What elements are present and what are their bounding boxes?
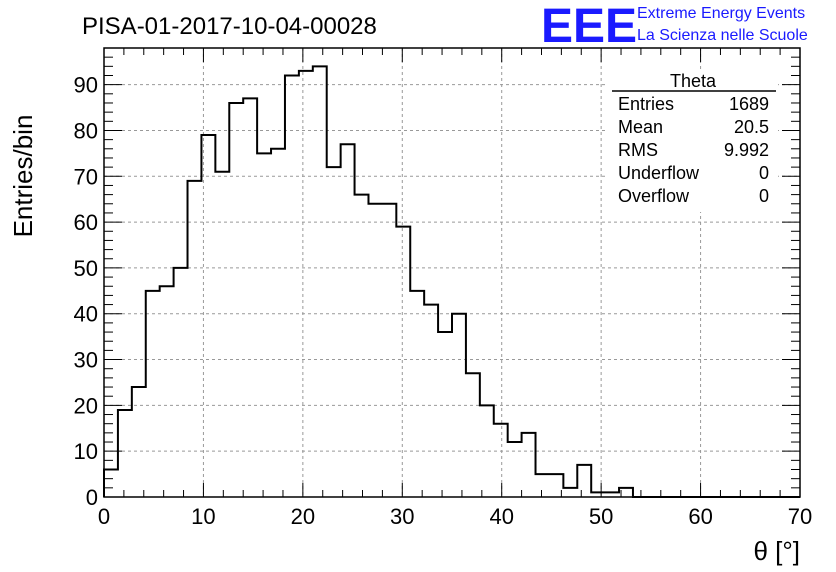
stats-row: Underflow 0 [618,163,769,183]
histogram-bin [368,204,382,497]
histogram-bin [257,153,271,497]
histogram-bin [104,470,118,497]
histogram-bin [229,103,243,497]
x-tick-label: 70 [788,504,812,529]
stats-row-label: Entries [618,94,674,114]
y-tick-label: 10 [74,439,98,464]
stats-row-value: 9.992 [724,140,769,160]
stats-row-label: RMS [618,140,658,160]
histogram-bin [243,98,257,497]
stats-row: Overflow 0 [618,186,769,206]
histogram-bin [382,204,396,497]
histogram-bin [355,195,369,497]
y-tick-label: 50 [74,256,98,281]
histogram-bin [188,181,202,497]
y-tick-labels: 0 10 20 30 40 50 60 70 80 90 [74,73,98,510]
histogram-bin [160,286,174,497]
eee-logo-line1: Extreme Energy Events [637,5,805,22]
histogram-bin [410,291,424,497]
stats-row-label: Mean [618,117,663,137]
eee-logo: EEE Extreme Energy Events La Scienza nel… [541,0,808,53]
axis-ticks [103,47,801,498]
histogram-outline [103,65,800,498]
histogram-bin [577,465,591,497]
x-tick-label: 60 [688,504,712,529]
histogram-bin [508,442,522,497]
y-tick-label: 70 [74,164,98,189]
histogram-bin [341,144,355,497]
histogram-bin [313,66,327,497]
stats-row: RMS 9.992 [618,140,769,160]
x-axis-label: θ [°] [753,536,800,566]
histogram-bin [271,149,285,497]
y-tick-label: 20 [74,393,98,418]
x-tick-label: 20 [291,504,315,529]
histogram-bin [438,332,452,497]
x-tick-labels: 0 10 20 30 40 50 60 70 [98,504,812,529]
histogram-bin [424,305,438,497]
histogram-bin [132,387,146,497]
stats-row-value: 0 [759,163,769,183]
stats-box-frame [608,70,778,212]
y-axis-label: Entries/bin [8,115,38,238]
histogram-bin [174,268,188,497]
histogram-bin [285,75,299,497]
histogram-bin [215,172,229,497]
stats-row-value: 0 [759,186,769,206]
histogram-bin [396,227,410,497]
y-tick-label: 80 [74,118,98,143]
histogram-bin [146,291,160,497]
stats-title: Theta [670,71,717,91]
x-tick-label: 0 [98,504,110,529]
x-tick-label: 10 [191,504,215,529]
y-tick-label: 0 [86,485,98,510]
eee-logo-mark: EEE [541,0,637,53]
histogram-bin [299,71,313,497]
stats-box: Theta Entries 1689 Mean 20.5 RMS 9.992 Underfl… [608,70,778,212]
histogram-bars [103,65,800,498]
histogram-bin [327,167,341,497]
histogram-bin [480,405,494,497]
stats-row: Entries 1689 [618,94,769,114]
y-tick-label: 90 [74,73,98,98]
x-tick-label: 50 [589,504,613,529]
x-tick-label: 40 [489,504,513,529]
histogram-bin [118,410,132,497]
plot-frame [103,47,801,498]
chart-title: PISA-01-2017-10-04-00028 [82,13,377,40]
histogram-bin [522,433,536,497]
y-tick-label: 30 [74,348,98,373]
stats-row-label: Overflow [618,186,690,206]
x-tick-label: 30 [390,504,414,529]
histogram-bin [201,135,215,497]
y-tick-label: 40 [74,302,98,327]
y-tick-label: 60 [74,210,98,235]
histogram-bin [466,373,480,497]
stats-row-value: 20.5 [734,117,769,137]
histogram-bin [494,424,508,497]
histogram-bin [536,474,550,497]
eee-logo-line2: La Scienza nelle Scuole [637,27,808,44]
stats-row: Mean 20.5 [618,117,769,137]
histogram-bin [563,488,577,497]
histogram-bin [452,314,466,497]
stats-row-value: 1689 [729,94,769,114]
stats-row-label: Underflow [618,163,700,183]
